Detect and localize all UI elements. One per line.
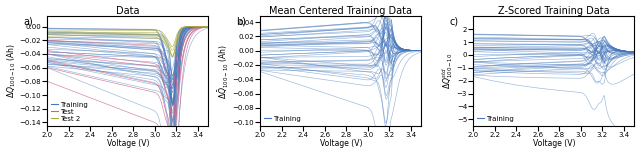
X-axis label: Voltage (V): Voltage (V)	[107, 139, 149, 148]
Y-axis label: $\Delta\bar{Q}_{100-10}$ (Ah): $\Delta\bar{Q}_{100-10}$ (Ah)	[217, 44, 231, 99]
Y-axis label: $\Delta Q_{100-10}$ (Ah): $\Delta Q_{100-10}$ (Ah)	[6, 44, 18, 98]
Text: a): a)	[23, 16, 33, 26]
Legend: Training: Training	[264, 115, 302, 122]
Title: Data: Data	[116, 6, 140, 16]
Text: b): b)	[236, 16, 246, 26]
X-axis label: Voltage (V): Voltage (V)	[319, 139, 362, 148]
Title: Z-Scored Training Data: Z-Scored Training Data	[498, 6, 610, 16]
Text: c): c)	[449, 16, 458, 26]
Legend: Training: Training	[477, 115, 515, 122]
Y-axis label: $\Delta Q^{std}_{100-10}$: $\Delta Q^{std}_{100-10}$	[440, 53, 455, 89]
Title: Mean Centered Training Data: Mean Centered Training Data	[269, 6, 412, 16]
X-axis label: Voltage (V): Voltage (V)	[532, 139, 575, 148]
Legend: Training, Test, Test 2: Training, Test, Test 2	[51, 101, 89, 122]
